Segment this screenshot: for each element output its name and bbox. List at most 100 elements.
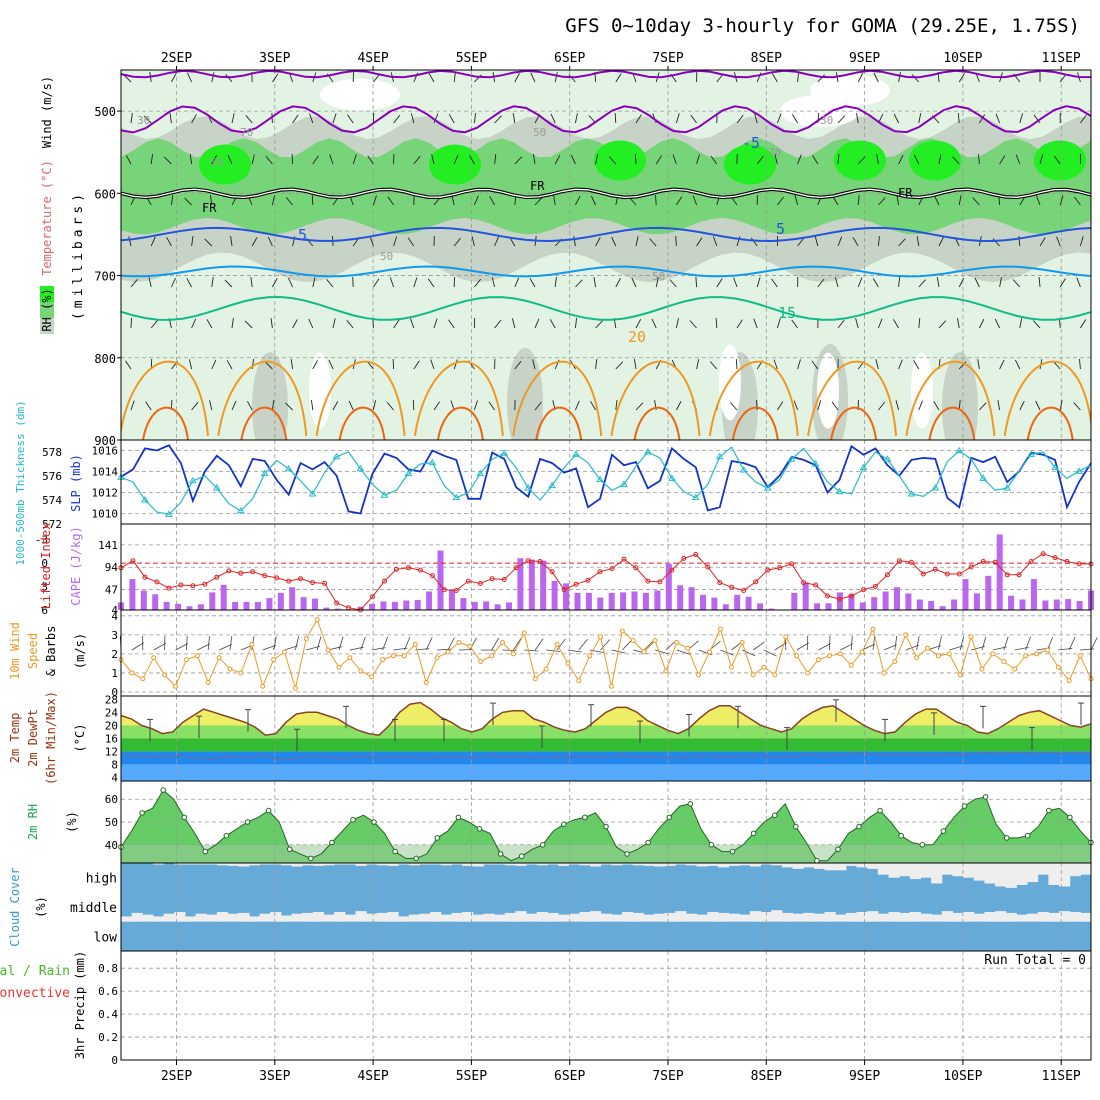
cape-li-plot: 4 47 94 141 -3 0 3 6: [35, 524, 1094, 617]
li-marker: [417, 567, 423, 573]
cloud-mid-gap: [142, 914, 154, 922]
rh-2m-marker: [666, 814, 673, 821]
wind-barb: [972, 197, 980, 206]
wind-barb: [393, 236, 398, 247]
li-marker: [154, 579, 160, 585]
wind-barb: [292, 114, 299, 124]
cape-bar: [426, 591, 433, 610]
surface-wind-barb: [1003, 636, 1009, 651]
cape-bar: [654, 590, 661, 610]
thickness-tick-label: 578: [42, 446, 62, 459]
wind-barb: [372, 400, 377, 411]
cape-bar: [757, 603, 764, 610]
cloud-high-gap: [856, 863, 868, 868]
wind-speed-marker: [467, 643, 473, 649]
wind-barb: [1059, 400, 1063, 411]
cloud-mid-gap: [845, 912, 857, 922]
cloud-high-gap: [824, 863, 836, 871]
thickness-marker: [212, 484, 221, 491]
cloud-mid-gap: [483, 913, 495, 922]
date-label-bottom: 7SEP: [652, 1069, 683, 1084]
wind-barb: [453, 154, 459, 165]
surface-wind-barb: [883, 644, 897, 651]
surface-wind-barb: [513, 638, 522, 651]
wind-barb: [433, 318, 438, 329]
cape-bar: [734, 594, 741, 610]
li-marker: [645, 578, 651, 584]
cloud-mid-gap: [803, 912, 815, 922]
cape-bar: [814, 603, 821, 610]
li-marker: [226, 568, 232, 574]
thickness-marker: [524, 484, 533, 491]
li-marker: [585, 577, 591, 583]
wind-barb: [430, 359, 435, 370]
wind-speed-marker: [162, 672, 168, 678]
wind-barb: [573, 236, 576, 247]
wind-speed-marker: [685, 645, 691, 651]
wind-barb: [633, 359, 637, 370]
wind-speed-marker: [532, 676, 538, 682]
wind-barb: [226, 360, 233, 370]
wind-barb: [716, 278, 723, 288]
surface-wind-barb: [185, 635, 188, 651]
li-marker: [681, 555, 687, 561]
cloud-mid-gap: [1005, 912, 1017, 922]
wind-barb: [792, 114, 798, 124]
cape-bar: [1065, 599, 1072, 610]
wind-barb: [570, 154, 576, 165]
wind-barb: [933, 401, 940, 411]
surface-wind-barb: [752, 641, 765, 651]
cape-bar: [551, 581, 558, 610]
wind-barb: [488, 401, 495, 411]
rh-2m-marker: [750, 830, 757, 837]
surface-wind-barb: [447, 637, 455, 651]
wind-barb: [992, 238, 1000, 247]
cloud-high-gap: [1027, 863, 1039, 883]
wind-speed-marker: [870, 626, 876, 632]
surface-wind-barb: [491, 637, 500, 651]
cape-bar: [129, 579, 136, 610]
cloud-high-gap: [430, 863, 442, 865]
cloud-mid-gap: [376, 912, 388, 922]
wind-speed-marker: [282, 649, 287, 655]
rh-2m-marker: [497, 851, 504, 857]
li-marker: [334, 600, 340, 606]
wind-speed-marker: [587, 653, 593, 659]
cloud-mid-gap: [280, 915, 293, 922]
cloud-high-gap: [1016, 863, 1028, 885]
cloud-mid-gap: [355, 911, 367, 922]
wind-barb: [245, 115, 253, 124]
li-marker: [729, 584, 735, 590]
wind-barb: [898, 359, 903, 370]
wind-barb: [898, 154, 904, 165]
ylabel-2m-rh: 2m RH: [26, 804, 40, 840]
cloud-mid-gap: [270, 912, 282, 922]
cloud-mid-gap: [664, 912, 676, 922]
surface-wind-barb: [981, 636, 987, 651]
wind-barb: [291, 153, 294, 165]
temp-tick-label: 4: [111, 772, 118, 785]
wind-speed-marker: [696, 672, 702, 678]
thickness-marker: [763, 484, 772, 491]
li-marker: [956, 571, 962, 577]
cloud-high-gap: [867, 863, 879, 869]
rh-2m-marker: [603, 823, 609, 830]
wind-barb: [875, 359, 879, 370]
cloud-mid-gap: [153, 916, 165, 922]
wind-barb: [352, 154, 357, 165]
wind-speed-marker: [303, 636, 309, 642]
wind-barb: [163, 156, 172, 165]
cape-bar: [540, 560, 547, 610]
rh-core: [834, 140, 886, 181]
ylabel-barbs: & Barbs: [44, 626, 58, 677]
wind-barb: [672, 154, 677, 165]
cape-bar: [1008, 595, 1015, 610]
wind-barb: [369, 236, 374, 247]
thickness-tick-label: 574: [42, 494, 62, 507]
cape-bar: [722, 604, 729, 610]
wind-barb: [450, 400, 455, 411]
li-marker: [166, 585, 172, 591]
wind-barb: [451, 195, 455, 206]
wind-barb: [407, 237, 415, 247]
cloud-mid-gap: [291, 913, 303, 922]
